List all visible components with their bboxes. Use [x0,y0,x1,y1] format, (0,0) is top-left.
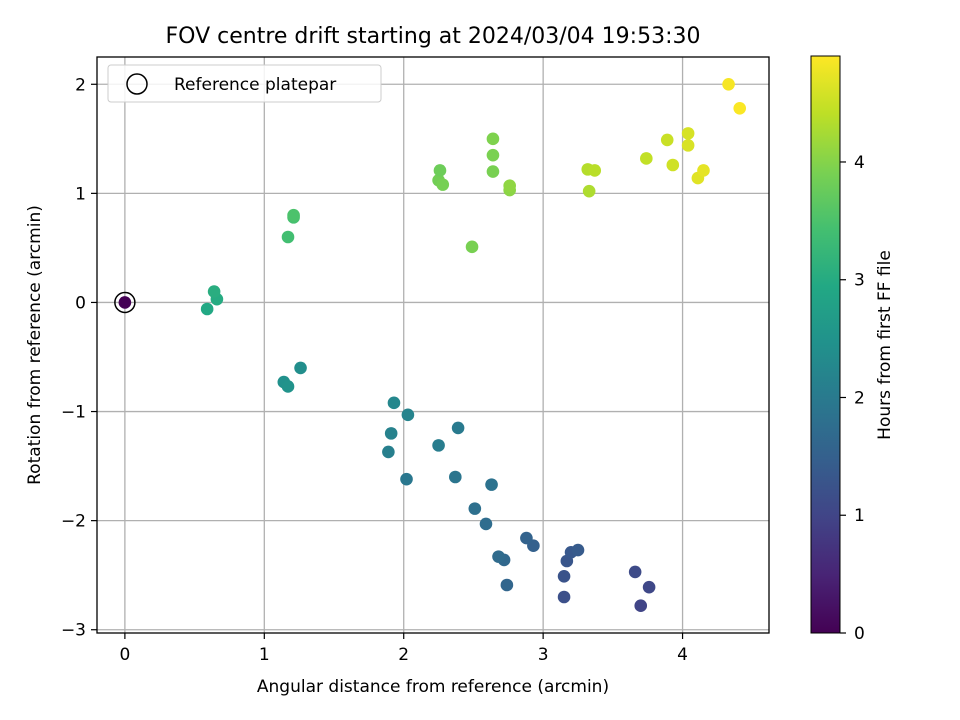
y-tick-label: −3 [61,621,86,641]
data-point [207,285,221,298]
y-tick-label: −1 [61,403,86,423]
data-point [571,543,585,557]
reference-marker [114,291,136,314]
legend: Reference platepar [107,64,382,103]
y-tick-label: 2 [75,75,86,95]
data-point [400,472,413,486]
legend-box [107,64,382,103]
x-tick-label: 4 [677,645,688,665]
y-axis-ticks: −3 −2 −1 0 1 2 [61,75,97,641]
data-point [486,132,500,146]
data-point [401,408,415,422]
data-points [200,77,747,613]
data-point [588,164,602,177]
y-tick-label: 1 [75,184,86,204]
data-point [492,550,505,563]
data-point [634,599,648,613]
y-tick-label: 0 [75,293,86,313]
data-point [666,158,680,172]
colorbar-tick-label: 0 [854,624,865,644]
data-point [722,77,735,91]
data-point [733,101,747,115]
colorbar: 0 1 2 3 4 Hours from first FF file [810,55,895,644]
x-tick-label: 2 [398,645,409,665]
data-point [200,302,214,316]
data-point [436,178,450,191]
colorbar-tick-label: 2 [854,388,865,408]
data-point [681,127,695,140]
data-point [697,164,710,177]
data-point [500,578,514,592]
data-point [503,179,516,193]
reference-point [118,296,132,309]
x-tick-label: 3 [538,645,549,665]
data-point [281,230,295,244]
x-tick-label: 1 [259,645,270,665]
data-point [387,396,401,410]
colorbar-tick-label: 4 [854,153,865,173]
data-point [432,439,445,452]
colorbar-ticks: 0 1 2 3 4 [840,153,865,644]
data-point [628,565,642,579]
data-point [468,502,482,515]
data-point [451,421,465,435]
y-axis-label: Rotation from reference (arcmin) [25,205,45,485]
data-point [557,569,571,583]
data-point [582,184,596,198]
y-tick-label: −2 [61,512,86,532]
data-point [640,152,653,165]
data-point [486,165,500,178]
x-axis-ticks: 0 1 2 3 4 [119,633,688,665]
data-point [433,164,447,177]
data-point [479,517,493,531]
data-point [642,580,656,594]
data-point [485,478,498,491]
data-point [281,380,295,393]
legend-label: Reference platepar [174,75,336,95]
x-tick-label: 0 [119,645,130,665]
colorbar-tick-label: 1 [854,506,865,526]
colorbar-label: Hours from first FF file [875,250,895,440]
data-point [520,531,533,545]
chart-title: FOV centre drift starting at 2024/03/04 … [166,24,701,49]
data-point [486,148,500,162]
data-point [557,590,571,604]
data-point [287,208,300,222]
reference-ring [114,291,136,314]
data-point [382,445,395,459]
data-point [294,361,307,375]
legend-marker-icon [126,73,148,95]
data-point [384,427,398,440]
plot-frame [96,56,770,634]
data-point [681,139,695,152]
colorbar-tick-label: 3 [854,271,865,291]
data-point [465,240,479,254]
data-point [449,470,462,484]
colorbar-gradient [810,55,841,634]
x-axis-label: Angular distance from reference (arcmin) [257,677,609,697]
data-point [660,133,674,147]
